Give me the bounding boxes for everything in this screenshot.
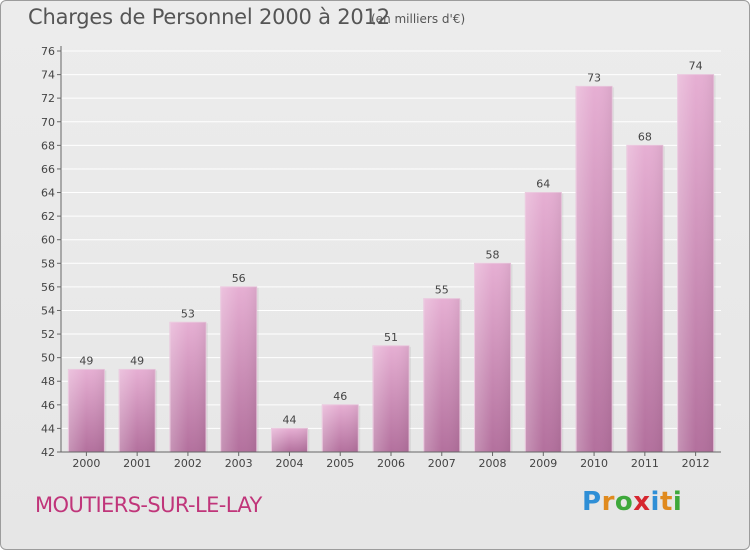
y-tick-label: 42 (41, 446, 55, 459)
x-tick-label: 2004 (275, 457, 303, 470)
chart-title: Charges de Personnel 2000 à 2012 (28, 5, 390, 29)
value-label: 68 (638, 130, 652, 143)
x-tick-label: 2009 (529, 457, 557, 470)
value-label: 49 (130, 354, 144, 367)
labels: 42 44 46 48 50 52 54 56 58 60 62 64 66 68 70 72 74 76 49 20… (41, 45, 710, 470)
y-tick-label: 58 (41, 257, 55, 270)
bar-highlight (423, 298, 460, 452)
x-tick-label: 2003 (225, 457, 253, 470)
y-tick-label: 56 (41, 281, 55, 294)
y-tick-label: 74 (41, 69, 55, 82)
value-label: 55 (435, 284, 449, 297)
y-tick-label: 52 (41, 328, 55, 341)
bar-highlight (626, 145, 663, 452)
value-label: 73 (587, 71, 601, 84)
value-label: 56 (232, 272, 246, 285)
logo-letter: x (633, 487, 651, 517)
x-tick-label: 2012 (682, 457, 710, 470)
value-label: 49 (79, 354, 93, 367)
bar-highlight (525, 192, 562, 452)
bar-highlight (119, 369, 156, 452)
commune-name: MOUTIERS-SUR-LE-LAY (35, 493, 262, 517)
value-label: 53 (181, 307, 195, 320)
logo-letter: i (672, 487, 683, 517)
value-label: 44 (282, 413, 296, 426)
bar-highlight (169, 322, 206, 452)
value-label: 51 (384, 331, 398, 344)
x-tick-label: 2001 (123, 457, 151, 470)
bar-highlight (220, 286, 257, 452)
y-tick-label: 54 (41, 304, 55, 317)
y-tick-label: 66 (41, 163, 55, 176)
y-tick-label: 60 (41, 234, 55, 247)
logo-letter: P (582, 487, 602, 517)
value-label: 74 (689, 60, 703, 73)
bar-highlight (576, 86, 613, 452)
y-tick-label: 48 (41, 375, 55, 388)
y-tick-label: 44 (41, 422, 55, 435)
logo-letter: i (650, 487, 660, 517)
y-tick-label: 68 (41, 139, 55, 152)
x-tick-label: 2011 (631, 457, 659, 470)
value-label: 46 (333, 390, 347, 403)
bars (67, 74, 716, 453)
y-tick-label: 62 (41, 210, 55, 223)
y-tick-label: 76 (41, 45, 55, 58)
proxiti-logo: Proxiti (582, 487, 682, 517)
x-tick-label: 2008 (479, 457, 507, 470)
x-tick-label: 2005 (326, 457, 354, 470)
bar-highlight (677, 74, 714, 453)
y-tick-label: 72 (41, 92, 55, 105)
bar-highlight (474, 263, 511, 452)
logo-letter: o (614, 487, 634, 517)
bar-highlight (322, 404, 359, 452)
x-tick-label: 2010 (580, 457, 608, 470)
y-tick-label: 46 (41, 399, 55, 412)
logo-letter: r (601, 487, 615, 517)
x-tick-label: 2006 (377, 457, 405, 470)
chart-subtitle: (en milliers d'€) (371, 12, 466, 26)
bar-highlight (271, 428, 308, 452)
x-tick-label: 2000 (72, 457, 100, 470)
value-label: 58 (486, 248, 500, 261)
bar-highlight (373, 345, 409, 452)
x-tick-label: 2007 (428, 457, 456, 470)
logo-letter: t (659, 487, 673, 517)
axes (57, 46, 721, 456)
x-tick-label: 2002 (174, 457, 202, 470)
y-tick-label: 70 (41, 116, 55, 129)
y-tick-label: 50 (41, 352, 55, 365)
y-tick-label: 64 (41, 187, 55, 200)
value-label: 64 (536, 178, 550, 191)
bar-highlight (68, 369, 105, 452)
